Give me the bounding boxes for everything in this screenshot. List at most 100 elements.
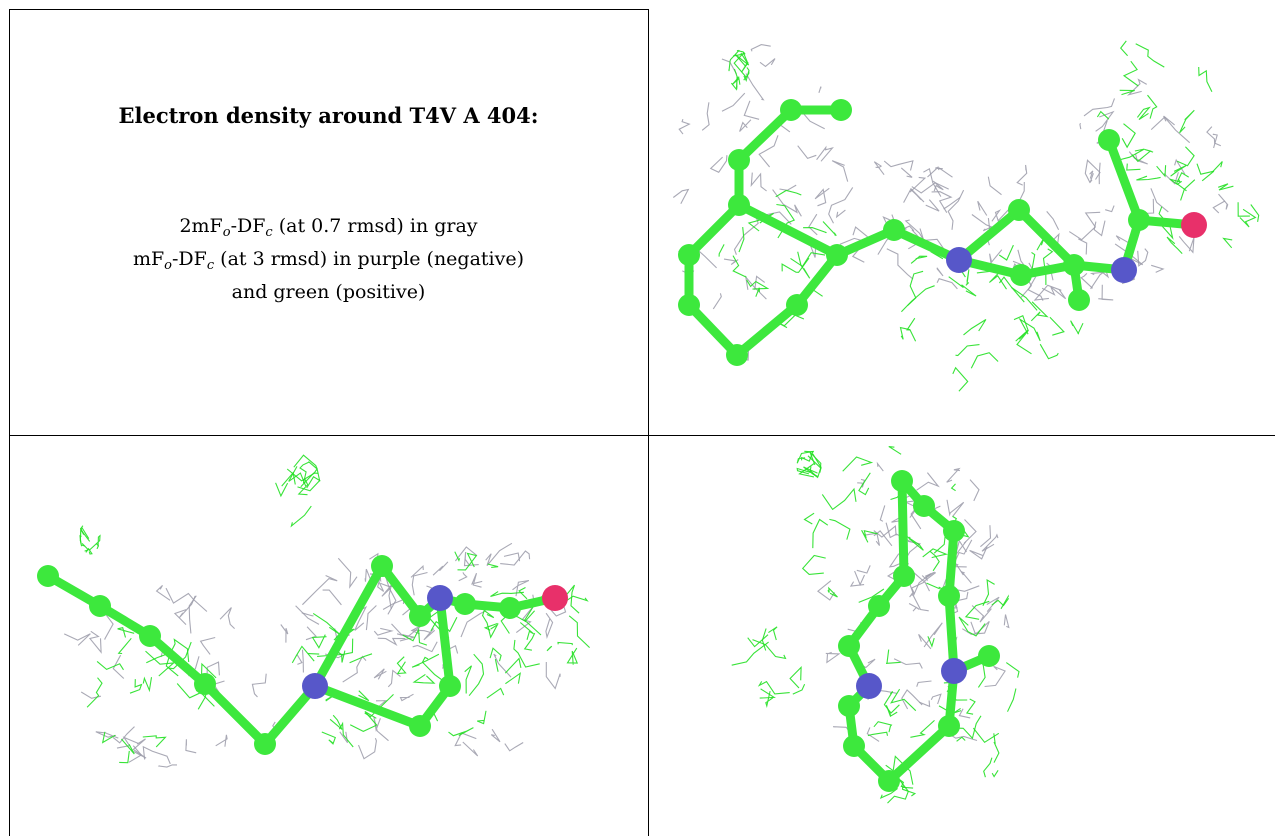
mesh-line <box>142 676 153 693</box>
mesh-line <box>1222 237 1233 249</box>
carbon-atom <box>938 585 960 607</box>
mesh-line <box>989 269 1007 290</box>
mesh-line <box>982 578 995 606</box>
table-border-middle <box>9 435 1275 436</box>
mesh-line <box>873 161 885 176</box>
carbon-atom <box>1068 289 1090 311</box>
mesh-line <box>275 482 289 498</box>
mesh-line <box>759 688 776 699</box>
mesh-line <box>281 471 296 487</box>
mesh-line <box>969 546 988 560</box>
mesh-line <box>117 637 132 655</box>
mesh-line <box>493 653 512 678</box>
mesh-line <box>938 167 953 178</box>
carbon-atom <box>254 733 276 755</box>
mesh-line <box>165 587 208 612</box>
mesh-line <box>831 160 849 182</box>
mesh-line <box>81 543 90 552</box>
mesh-line <box>672 188 690 204</box>
mesh-line <box>377 637 406 647</box>
mesh-line <box>980 525 992 548</box>
carbon-atom <box>891 470 913 492</box>
mesh-line <box>885 705 898 718</box>
nitrogen-atom <box>941 658 967 684</box>
mesh-line <box>1212 133 1218 149</box>
mesh-line <box>803 512 815 525</box>
mesh-line <box>950 483 956 492</box>
mesh-line <box>958 708 971 719</box>
bond <box>684 200 744 260</box>
mesh-line <box>505 672 521 685</box>
mesh-line <box>295 605 320 625</box>
carbon-atom <box>678 244 700 266</box>
mesh-line <box>1016 329 1032 355</box>
mesh-line <box>789 666 802 689</box>
mesh-line <box>297 476 321 492</box>
caption-line-3: and green (positive) <box>231 281 426 303</box>
mesh-line <box>354 605 368 631</box>
mesh-line <box>402 627 428 646</box>
mesh-line <box>142 735 167 748</box>
bond <box>884 721 954 786</box>
mesh-line <box>412 641 438 653</box>
mesh-line <box>991 597 1010 607</box>
mesh-line <box>927 166 943 178</box>
mesh-line <box>1039 343 1059 360</box>
mesh-line <box>744 275 767 300</box>
mesh-line <box>1121 123 1136 149</box>
table-border-left <box>9 9 10 836</box>
mesh-line <box>454 732 477 747</box>
carbon-atom <box>728 194 750 216</box>
atoms <box>838 470 1000 792</box>
mesh-line <box>822 221 837 237</box>
mesh-line <box>936 267 944 277</box>
mesh-line <box>779 184 797 191</box>
mesh-line <box>462 741 479 757</box>
mesh-line <box>519 622 534 640</box>
mesh-line <box>112 726 135 744</box>
mesh-line <box>814 187 830 207</box>
mesh-line <box>866 727 880 742</box>
mesh-line <box>929 550 940 572</box>
carbon-atom <box>843 735 865 757</box>
mesh-line <box>757 680 790 695</box>
mesh-line <box>790 252 826 268</box>
mesh-line <box>1078 238 1088 255</box>
mesh-line <box>1115 235 1132 245</box>
mesh-line <box>1084 159 1101 184</box>
bond <box>734 200 842 260</box>
mesh-line <box>803 227 827 234</box>
mesh-line <box>1170 165 1187 177</box>
mesh-line <box>349 653 373 664</box>
mesh-green <box>731 445 1020 804</box>
mesh-line <box>1116 148 1145 162</box>
mesh-line <box>827 586 838 598</box>
mesh-line <box>950 734 978 742</box>
atoms <box>678 99 1207 366</box>
mesh-line <box>849 581 865 587</box>
mesh-line <box>1206 126 1222 147</box>
mesh-line <box>755 287 760 297</box>
mesh-line <box>568 615 590 648</box>
mesh-line <box>349 711 378 733</box>
mesh-line <box>280 624 289 643</box>
table-border-top <box>9 9 649 10</box>
mesh-line <box>1176 146 1195 167</box>
mesh-line <box>752 639 787 660</box>
mesh-line <box>745 73 765 101</box>
mesh-line <box>873 530 893 547</box>
mesh-line <box>358 690 370 702</box>
bond <box>200 679 270 749</box>
mesh-line <box>816 145 834 162</box>
mesh-line <box>865 532 881 546</box>
mesh-line <box>504 657 522 674</box>
mesh-line <box>765 690 774 709</box>
mesh-line <box>1018 317 1041 342</box>
mesh-line <box>955 539 967 556</box>
mesh-line <box>905 535 924 551</box>
bond <box>684 300 742 360</box>
mesh-line <box>188 595 197 634</box>
mesh-line <box>1212 200 1226 214</box>
mesh-line <box>743 100 760 120</box>
mesh-line <box>460 610 487 638</box>
